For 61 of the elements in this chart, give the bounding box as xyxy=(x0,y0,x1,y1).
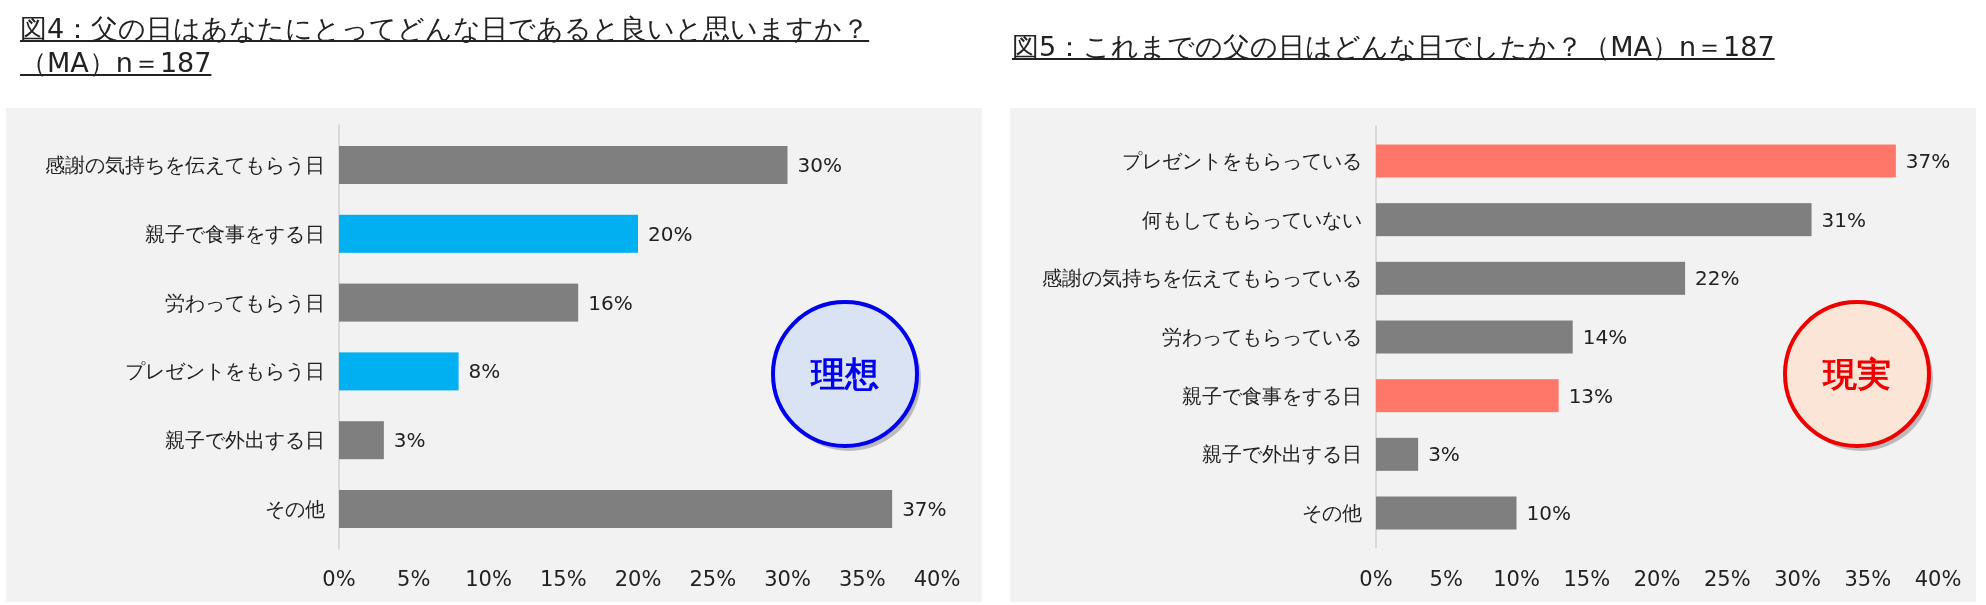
y-tick-label: 親子で外出する日 xyxy=(1202,442,1362,467)
y-tick-label: その他 xyxy=(1302,501,1362,525)
data-label: 14% xyxy=(1582,325,1628,349)
bar xyxy=(1376,496,1517,530)
data-label: 20% xyxy=(648,221,693,246)
chart-title: 図5：これまでの父の日はどんな日でしたか？（MA）n＝187 xyxy=(1012,30,1776,64)
x-tick-label: 35% xyxy=(838,567,886,591)
y-tick-label: 何もしてもらっていない xyxy=(1142,207,1362,232)
bar xyxy=(339,283,579,322)
y-tick-label: 労わってもらう日 xyxy=(165,290,325,315)
data-label: 13% xyxy=(1568,383,1614,408)
bar xyxy=(339,490,893,528)
chart-title: 図4：父の日はあなたにとってどんな日であると良いと思いますか？（MA）n＝187 xyxy=(20,12,871,80)
data-label: 37% xyxy=(1905,149,1951,173)
y-tick-label: 労わってもらっている xyxy=(1162,325,1362,349)
x-tick-label: 30% xyxy=(764,567,811,591)
bar xyxy=(339,421,384,460)
bar xyxy=(1376,437,1419,471)
y-tick-label: 親子で食事をする日 xyxy=(1182,383,1362,408)
x-tick-label: 10% xyxy=(465,567,512,591)
bar xyxy=(1376,379,1559,413)
data-label: 16% xyxy=(588,290,633,315)
x-tick-label: 5% xyxy=(1429,567,1463,591)
data-label: 3% xyxy=(1428,442,1460,467)
x-tick-label: 0% xyxy=(1359,567,1393,591)
x-tick-label: 20% xyxy=(1633,567,1681,591)
data-label: 10% xyxy=(1526,501,1571,525)
y-tick-label: 親子で食事をする日 xyxy=(145,221,325,246)
bar xyxy=(339,352,459,391)
data-label: 8% xyxy=(468,359,501,384)
bar xyxy=(339,146,788,184)
x-tick-label: 15% xyxy=(1563,567,1611,591)
x-tick-label: 40% xyxy=(1914,567,1962,591)
x-tick-label: 0% xyxy=(322,567,356,591)
data-label: 22% xyxy=(1695,266,1740,291)
bar xyxy=(339,214,638,253)
bar xyxy=(1376,320,1573,354)
y-tick-label: その他 xyxy=(265,497,325,521)
x-tick-label: 30% xyxy=(1774,567,1821,591)
y-tick-label: 感謝の気持ちを伝えてもらう日 xyxy=(45,153,325,177)
annotation: 現実 xyxy=(1822,354,1891,394)
x-tick-label: 20% xyxy=(614,567,662,591)
data-label: 31% xyxy=(1821,207,1866,232)
y-tick-label: 親子で外出する日 xyxy=(165,428,325,453)
y-tick-label: プレゼントをもらう日 xyxy=(125,359,325,384)
x-tick-label: 15% xyxy=(539,567,587,591)
y-tick-label: プレゼントをもらっている xyxy=(1122,149,1362,173)
x-tick-label: 40% xyxy=(913,567,961,591)
data-label: 37% xyxy=(902,497,947,521)
x-tick-label: 35% xyxy=(1844,567,1892,591)
x-tick-label: 5% xyxy=(397,567,431,591)
data-label: 30% xyxy=(797,153,842,177)
x-tick-label: 25% xyxy=(689,567,737,591)
bar xyxy=(1376,261,1686,295)
data-label: 3% xyxy=(393,428,426,453)
x-tick-label: 25% xyxy=(1703,567,1751,591)
bar xyxy=(1376,203,1812,237)
bar xyxy=(1376,144,1896,178)
annotation: 理想 xyxy=(810,354,879,394)
y-tick-label: 感謝の気持ちを伝えてもらっている xyxy=(1042,266,1362,291)
x-tick-label: 10% xyxy=(1493,567,1540,591)
